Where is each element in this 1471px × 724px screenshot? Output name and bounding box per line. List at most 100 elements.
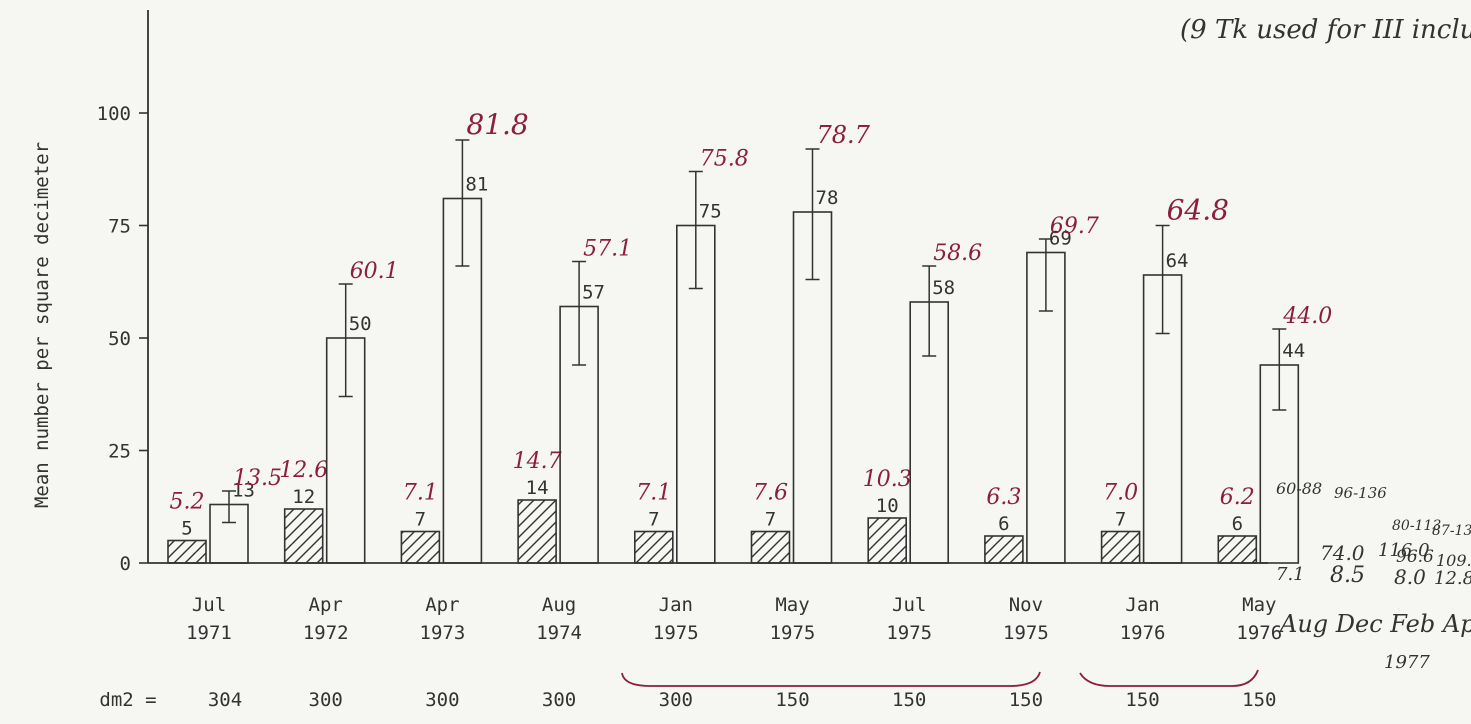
bar-hatched [283,508,324,564]
handwritten-extra-year: 1977 [1384,652,1430,673]
dm2-value: 150 [775,689,809,711]
handwritten-extra-number: 96.6 [1396,547,1434,567]
handwritten-extra-number: 87-130 [1432,523,1471,539]
handwritten-extra-number: 8.0 [1394,565,1426,589]
y-tick-label: 0 [120,553,131,575]
dm2-value: 300 [659,689,693,711]
handwritten-extra-months: Aug Dec Feb Apr [1278,610,1471,638]
bar-open-value-label: 75 [699,201,722,223]
dm2-row-label: dm2 = [99,689,156,711]
x-tick-month: Apr [309,594,343,616]
handwritten-note: (9 Tk used for III including A-8, 9, 10) [1180,15,1471,45]
x-tick-month: Aug [542,594,576,616]
bar-hatched-value-label: 12 [292,486,315,508]
bar-hatched-value-label: 14 [526,477,549,499]
bar-hatched [1100,530,1141,564]
dm2-value: 150 [1125,689,1159,711]
x-tick-month: May [775,594,809,616]
bar-hatched [400,530,441,564]
bar-hatched [517,499,557,564]
bar-open-handwritten-label: 60.1 [350,259,399,284]
x-tick-month: Jul [192,594,226,616]
y-tick-label: 50 [108,328,131,350]
bar-open-handwritten-label: 81.8 [466,108,528,141]
bar-hatched-handwritten-label: 7.0 [1103,481,1138,506]
x-labels: Jul 1971 304 Apr 1972 300 Apr 1973 300 Aug 1974 300… [186,594,1282,711]
bar-open-handwritten-label: 78.7 [817,121,871,149]
x-tick-year: 1975 [653,622,699,644]
handwritten-extra-number: 7.1 [1276,564,1305,585]
bar-hatched-handwritten-label: 7.1 [403,481,438,506]
handwritten-extra-number: 12.8 [1434,568,1471,589]
bar-open-handwritten-label: 75.8 [700,147,749,172]
dm2-value: 150 [1242,689,1276,711]
bar-hatched-handwritten-label: 14.7 [513,449,562,474]
bar-hatched-handwritten-label: 7.6 [753,481,788,506]
handwritten-extra-number: 116.0 [1378,540,1430,561]
x-tick-year: 1971 [186,622,232,644]
bar-hatched-value-label: 5 [181,518,192,540]
bar-hatched-value-label: 10 [876,495,899,517]
x-tick-year: 1975 [886,622,932,644]
bar-hatched-value-label: 6 [1232,513,1243,535]
x-tick-year: 1975 [770,622,816,644]
dm2-value: 150 [892,689,926,711]
x-tick-month: Jul [892,594,926,616]
x-tick-year: 1975 [1003,622,1049,644]
bar-open-handwritten-label: 64.8 [1167,194,1229,227]
x-tick-month: Jan [659,594,693,616]
bar-hatched-handwritten-label: 5.2 [170,490,205,515]
bar-open-handwritten-label: 57.1 [583,237,632,262]
bar-open-value-label: 58 [932,277,955,299]
x-tick-year: 1974 [536,622,582,644]
bar-hatched [750,530,791,564]
dm2-value: 300 [425,689,459,711]
y-tick-label: 25 [108,441,131,463]
bar-open-value-label: 64 [1166,250,1189,272]
bar-hatched-handwritten-label: 10.3 [863,467,912,492]
handwritten-extra-number: 80-113 [1392,518,1441,534]
bar-open-value-label: 78 [816,187,839,209]
bar-hatched-value-label: 6 [998,513,1009,535]
dm2-value: 300 [309,689,343,711]
bar-open-handwritten-label: 13.5 [233,466,282,491]
handwritten-extra-number: 8.5 [1330,563,1365,588]
bar-hatched-handwritten-label: 6.2 [1220,485,1255,510]
bar-open-value-label: 13 [232,480,255,502]
bar-open-handwritten-label: 58.6 [933,241,982,266]
bar-open-value-label: 50 [349,313,372,335]
bar-hatched [167,539,207,564]
x-tick-month: May [1242,594,1276,616]
dm2-value: 300 [542,689,576,711]
x-tick-year: 1976 [1236,622,1282,644]
handwritten-extra-number: 60-88 [1276,479,1322,498]
dm2-value: 304 [208,689,242,711]
bar-hatched [867,517,908,564]
bracket-1976 [1079,669,1259,687]
bar-hatched-handwritten-label: 7.1 [636,481,671,506]
bar-hatched [984,535,1024,564]
bar-hatched-value-label: 7 [1115,509,1126,531]
bar-hatched-value-label: 7 [648,509,659,531]
y-ticks: 0 25 50 75 100 [97,103,148,575]
bar-hatched-handwritten-label: 12.6 [279,458,328,483]
bar-hatched-handwritten-label: 6.3 [986,485,1021,510]
bracket-1975 [621,671,1041,687]
bar-open-value-label: 69 [1049,228,1072,250]
y-tick-label: 100 [97,103,131,125]
x-tick-month: Apr [425,594,459,616]
bar-open-value-label: 81 [465,174,488,196]
bar-hatched-value-label: 7 [765,509,776,531]
x-tick-month: Jan [1125,594,1159,616]
x-tick-year: 1973 [420,622,466,644]
dm2-value: 150 [1009,689,1043,711]
bar-open-handwritten-label: 44.0 [1282,304,1332,329]
bar-hatched [633,530,674,564]
x-tick-year: 1972 [303,622,349,644]
bar-open-value-label: 57 [582,282,605,304]
handwritten-extra-number: 96-136 [1334,484,1387,502]
y-tick-label: 75 [108,216,131,238]
